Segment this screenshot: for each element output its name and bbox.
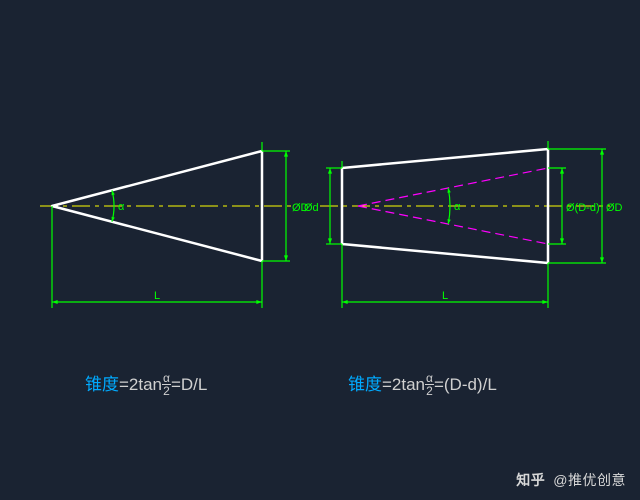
formula-right-post: =(D-d)/L — [434, 375, 497, 394]
svg-text:L: L — [154, 290, 160, 302]
svg-text:Ød: Ød — [304, 202, 319, 214]
svg-text:α: α — [454, 201, 461, 213]
svg-text:ØD: ØD — [606, 202, 623, 214]
formula-right-cn: 锥度 — [348, 375, 382, 394]
formula-left: 锥度=2tanα2=D/L — [85, 370, 207, 398]
formula-right: 锥度=2tanα2=(D-d)/L — [348, 370, 497, 398]
formula-right-pre: =2tan — [382, 375, 425, 394]
formula-left-post: =D/L — [171, 375, 207, 394]
formula-left-frac: α2 — [162, 372, 171, 397]
watermark-brand: 知乎 — [516, 472, 545, 488]
watermark: 知乎 @推优创意 — [516, 470, 626, 490]
svg-text:L: L — [442, 290, 448, 302]
svg-text:α: α — [118, 201, 125, 213]
formula-right-frac: α2 — [425, 372, 434, 397]
watermark-author: @推优创意 — [553, 472, 626, 488]
diagram-canvas: αØDLαØdØ(D-d)ØDL — [0, 0, 640, 500]
formula-left-pre: =2tan — [119, 375, 162, 394]
svg-text:Ø(D-d): Ø(D-d) — [566, 202, 600, 214]
formula-left-cn: 锥度 — [85, 375, 119, 394]
